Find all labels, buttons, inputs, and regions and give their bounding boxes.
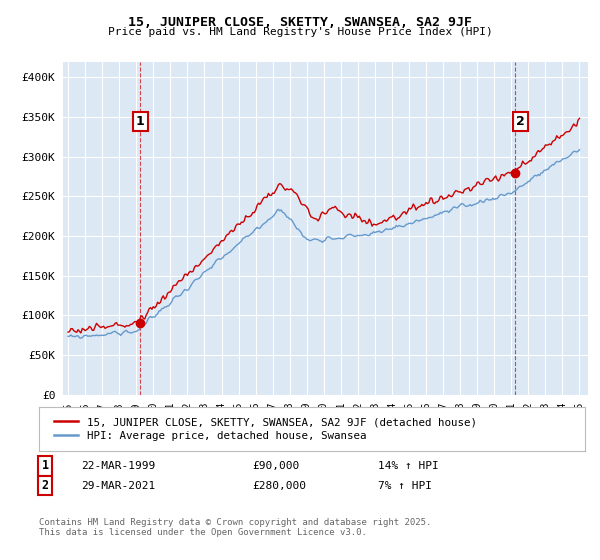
Text: 14% ↑ HPI: 14% ↑ HPI: [378, 461, 439, 471]
Text: Contains HM Land Registry data © Crown copyright and database right 2025.
This d: Contains HM Land Registry data © Crown c…: [39, 518, 431, 538]
Legend: 15, JUNIPER CLOSE, SKETTY, SWANSEA, SA2 9JF (detached house), HPI: Average price: 15, JUNIPER CLOSE, SKETTY, SWANSEA, SA2 …: [50, 413, 481, 445]
Text: Price paid vs. HM Land Registry's House Price Index (HPI): Price paid vs. HM Land Registry's House …: [107, 27, 493, 37]
Text: 2: 2: [516, 115, 524, 128]
Text: £280,000: £280,000: [252, 480, 306, 491]
Text: 2: 2: [41, 479, 49, 492]
Text: 29-MAR-2021: 29-MAR-2021: [81, 480, 155, 491]
Text: 1: 1: [136, 115, 145, 128]
Text: 1: 1: [41, 459, 49, 473]
Text: 22-MAR-1999: 22-MAR-1999: [81, 461, 155, 471]
Text: 7% ↑ HPI: 7% ↑ HPI: [378, 480, 432, 491]
Text: £90,000: £90,000: [252, 461, 299, 471]
Text: 15, JUNIPER CLOSE, SKETTY, SWANSEA, SA2 9JF: 15, JUNIPER CLOSE, SKETTY, SWANSEA, SA2 …: [128, 16, 472, 29]
